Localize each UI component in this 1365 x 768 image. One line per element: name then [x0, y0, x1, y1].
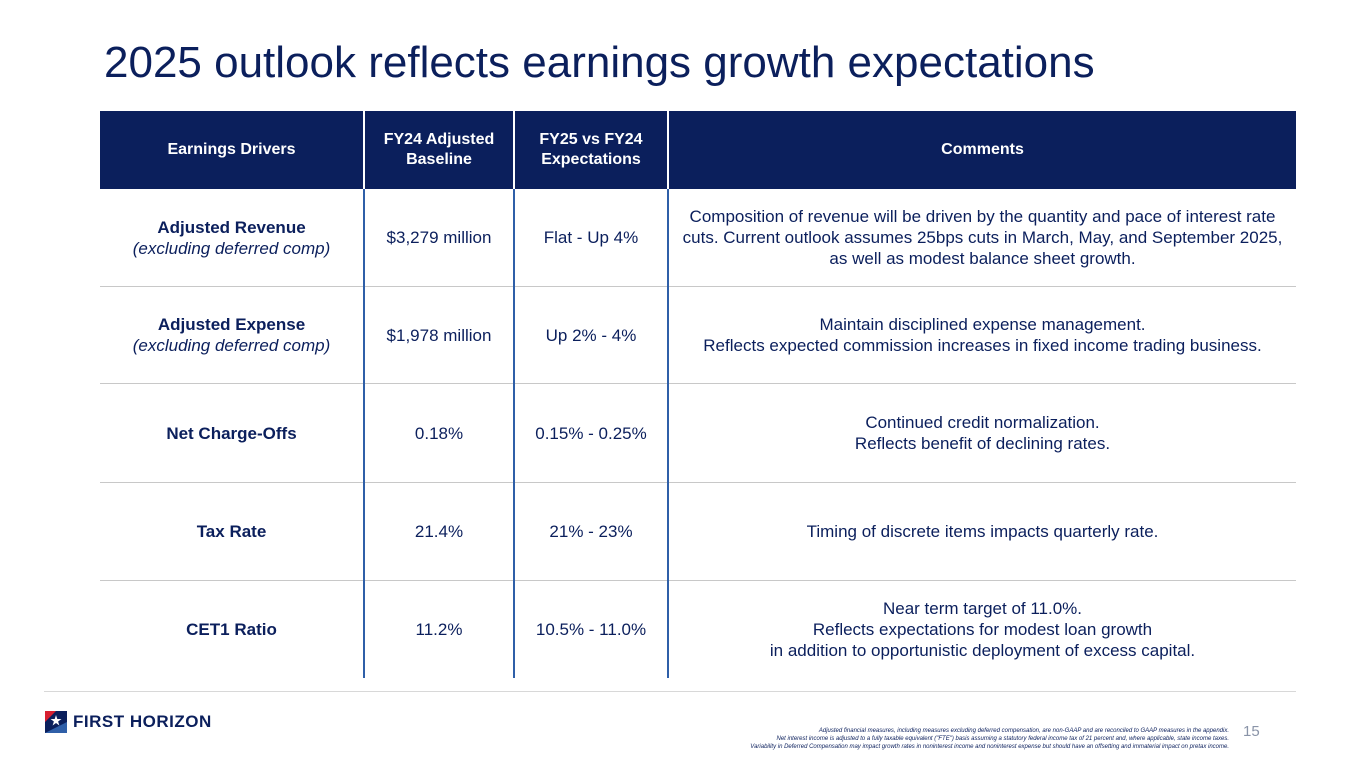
baseline-cell: $1,978 million	[363, 286, 514, 384]
driver-name: Adjusted Revenue	[157, 217, 306, 237]
column-header-fy24-baseline: FY24 Adjusted Baseline	[363, 111, 514, 189]
driver-subtitle: (excluding deferred comp)	[132, 238, 331, 258]
comment-cell: Near term target of 11.0%. Reflects expe…	[667, 580, 1296, 678]
table-row: Adjusted Expense (excluding deferred com…	[100, 286, 1296, 384]
comment-cell: Maintain disciplined expense management.…	[667, 286, 1296, 384]
comment-line: Timing of discrete items impacts quarter…	[806, 522, 1159, 541]
driver-subtitle: (excluding deferred comp)	[132, 336, 331, 355]
comment-line: Composition of revenue will be driven by…	[682, 207, 1283, 268]
driver-cell: Net Charge-Offs	[100, 383, 364, 483]
table-row: Tax Rate 21.4% 21% - 23% Timing of discr…	[100, 482, 1296, 581]
driver-name: Adjusted Expense	[157, 315, 306, 334]
comment-line: Reflects expectations for modest loan gr…	[812, 620, 1153, 639]
column-header-comments: Comments	[667, 111, 1296, 189]
column-header-earnings-drivers: Earnings Drivers	[100, 111, 364, 189]
table-row: CET1 Ratio 11.2% 10.5% - 11.0% Near term…	[100, 580, 1296, 679]
expectation-cell: 21% - 23%	[513, 482, 668, 581]
disclaimer-line: Adjusted financial measures, including m…	[818, 728, 1229, 734]
disclaimer-line: Net interest income is adjusted to a ful…	[776, 736, 1230, 742]
slide-title: 2025 outlook reflects earnings growth ex…	[104, 38, 1095, 87]
comment-line: Reflects benefit of declining rates.	[854, 434, 1111, 453]
comment-cell: Composition of revenue will be driven by…	[667, 189, 1296, 287]
first-horizon-flag-icon	[45, 711, 67, 733]
column-header-fy25-expectations: FY25 vs FY24 Expectations	[513, 111, 668, 189]
comment-line: in addition to opportunistic deployment …	[769, 641, 1196, 660]
baseline-cell: 0.18%	[363, 383, 514, 483]
disclaimer-line: Variability in Deferred Compensation may…	[750, 744, 1229, 750]
baseline-cell: $3,279 million	[363, 189, 514, 287]
comment-line: Continued credit normalization.	[865, 413, 1100, 432]
driver-cell: Tax Rate	[100, 482, 364, 581]
expectation-cell: Flat - Up 4%	[513, 189, 668, 287]
driver-cell: Adjusted Revenue (excluding deferred com…	[100, 189, 364, 287]
footnote-disclaimer: Adjusted financial measures, including m…	[529, 727, 1229, 751]
table-row: Adjusted Revenue (excluding deferred com…	[100, 189, 1296, 287]
expectation-cell: 10.5% - 11.0%	[513, 580, 668, 678]
driver-name: CET1 Ratio	[186, 620, 277, 639]
expectation-cell: 0.15% - 0.25%	[513, 383, 668, 483]
comment-line: Maintain disciplined expense management.	[819, 315, 1146, 334]
baseline-cell: 21.4%	[363, 482, 514, 581]
earnings-drivers-table: Earnings Drivers FY24 Adjusted Baseline …	[100, 111, 1296, 678]
comment-cell: Timing of discrete items impacts quarter…	[667, 482, 1296, 581]
driver-cell: CET1 Ratio	[100, 581, 364, 679]
page-number: 15	[1243, 723, 1260, 740]
comment-line: Near term target of 11.0%.	[882, 599, 1083, 618]
table-header-row: Earnings Drivers FY24 Adjusted Baseline …	[100, 111, 1296, 189]
driver-cell: Adjusted Expense (excluding deferred com…	[100, 286, 364, 384]
expectation-cell: Up 2% - 4%	[513, 286, 668, 384]
comment-line: Reflects expected commission increases i…	[703, 336, 1262, 355]
footer-divider	[44, 691, 1296, 692]
driver-name: Net Charge-Offs	[166, 423, 297, 443]
table-row: Net Charge-Offs 0.18% 0.15% - 0.25% Cont…	[100, 383, 1296, 483]
comment-cell: Continued credit normalization. Reflects…	[667, 383, 1296, 483]
driver-name: Tax Rate	[196, 522, 267, 541]
logo-wordmark: FIRST HORIZON	[73, 712, 212, 731]
baseline-cell: 11.2%	[363, 580, 514, 678]
first-horizon-logo: FIRST HORIZON	[45, 711, 212, 733]
